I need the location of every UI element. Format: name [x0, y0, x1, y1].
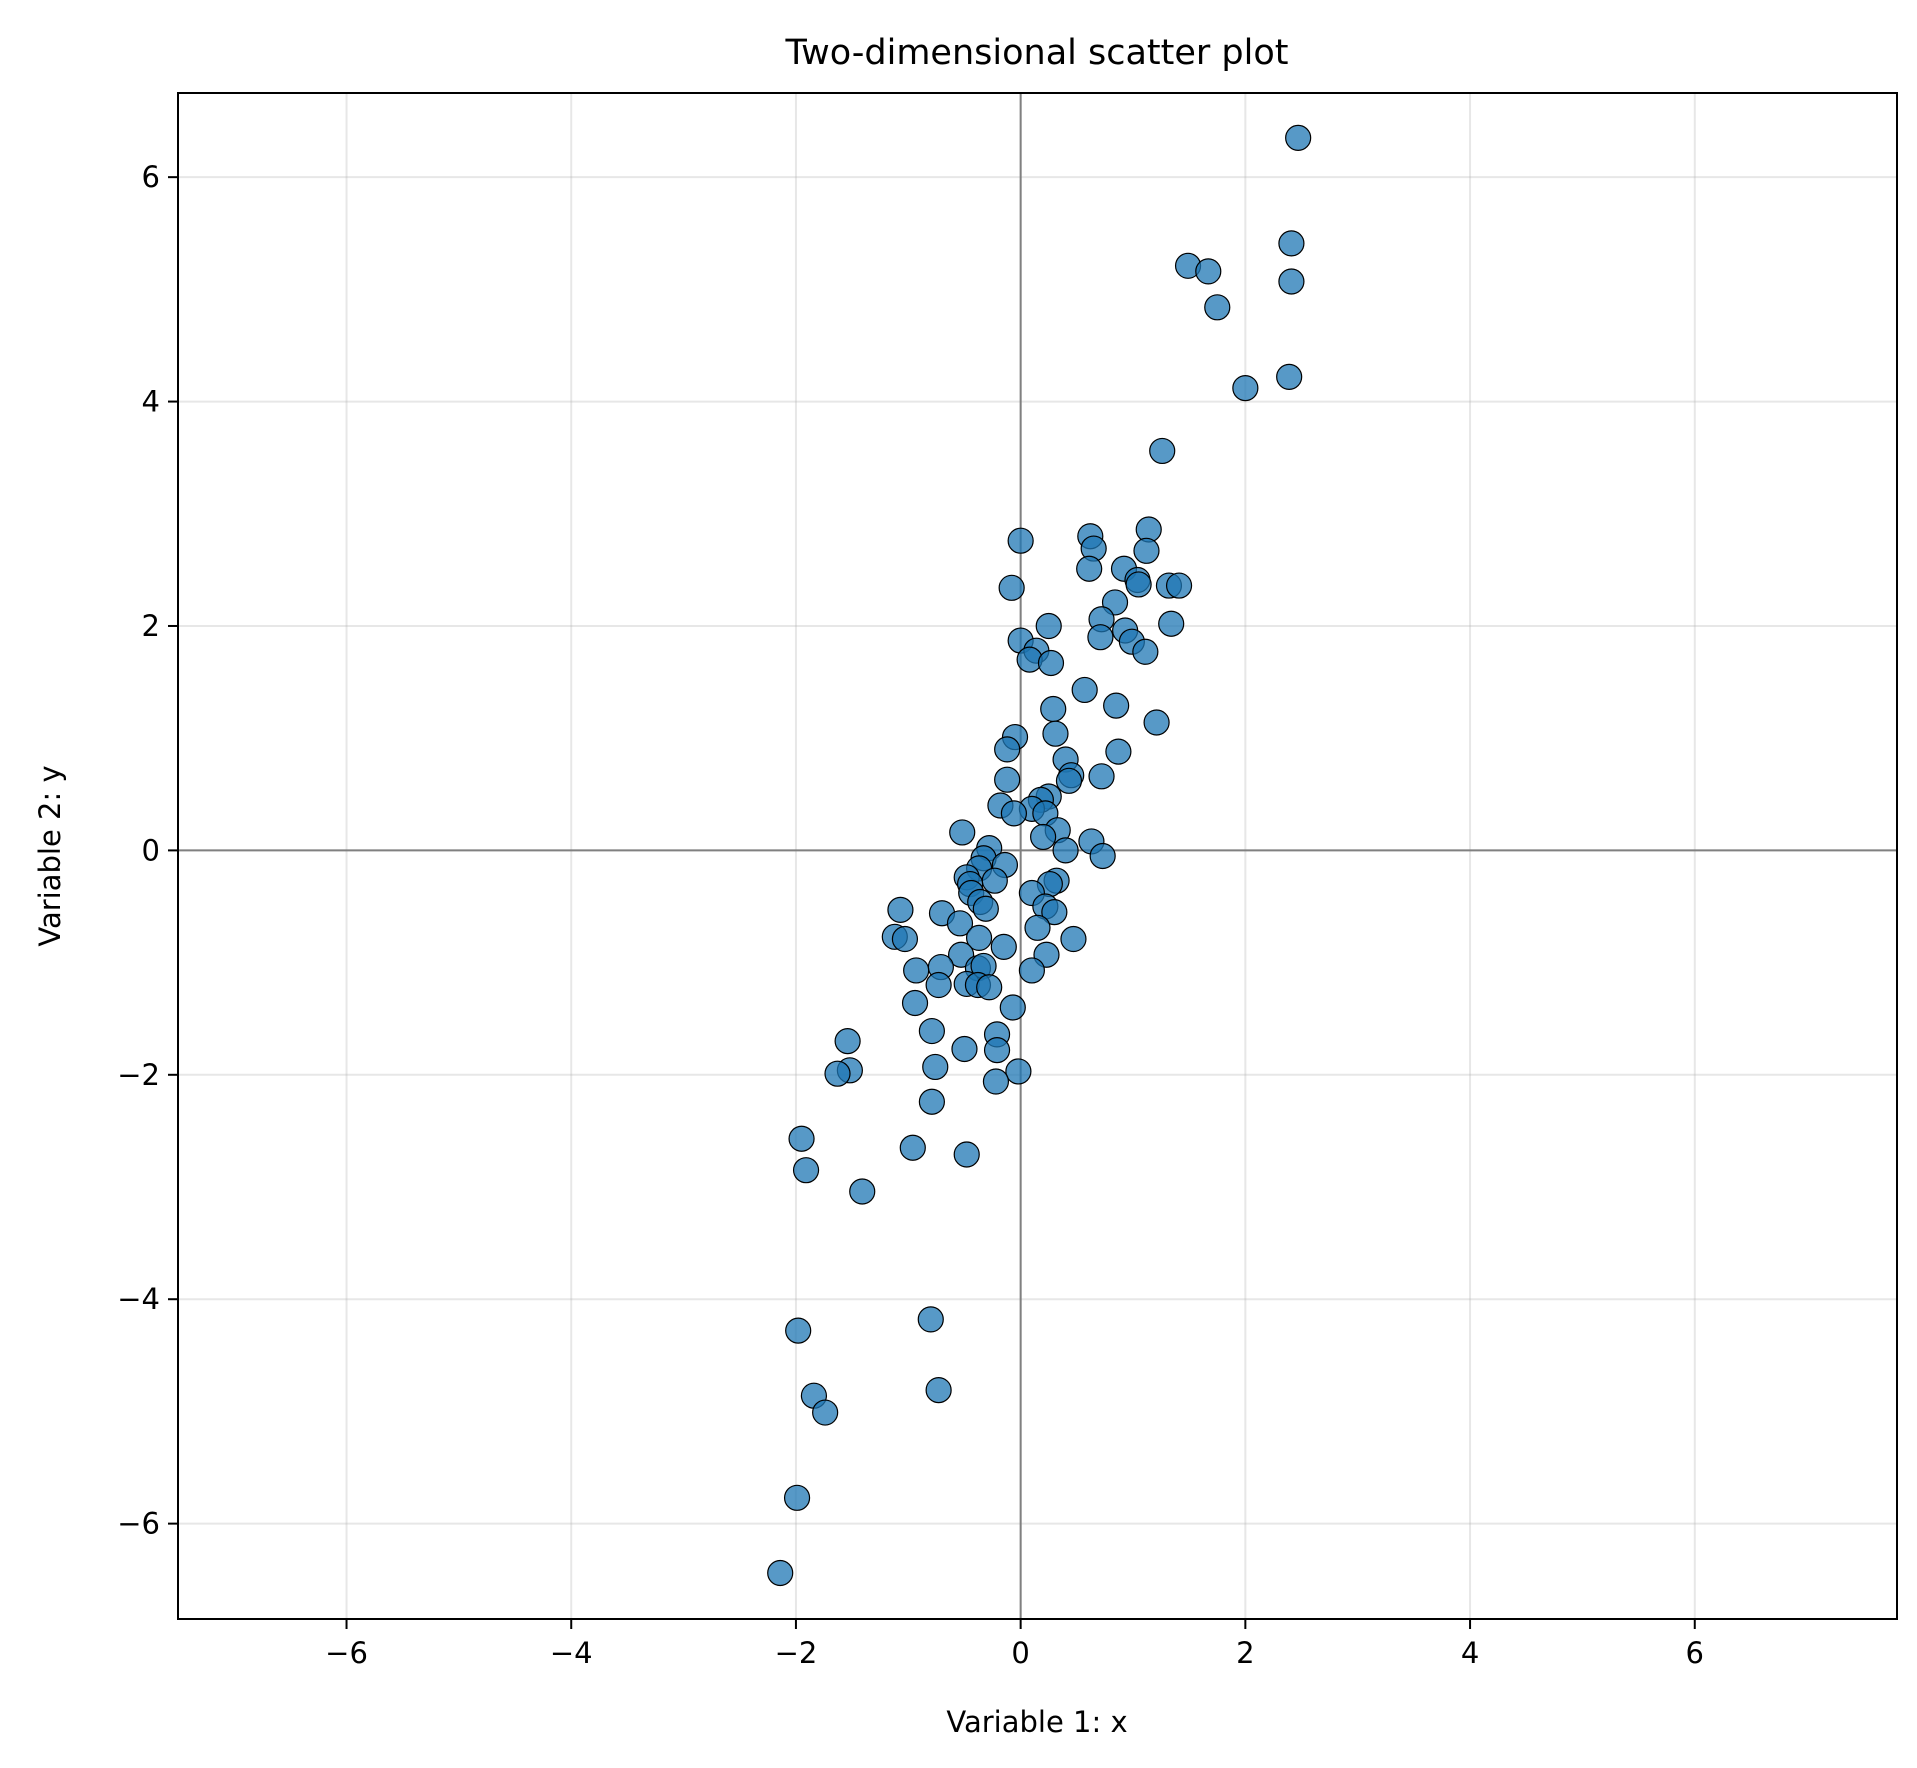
scatter-point: [1232, 375, 1259, 402]
scatter-point: [1125, 571, 1152, 598]
scatter-point: [824, 1060, 851, 1087]
scatter-point: [901, 989, 929, 1017]
y-axis-label: Variable 2: y: [33, 765, 67, 946]
scatter-point: [792, 1157, 820, 1184]
scatter-point: [1149, 437, 1176, 465]
reference-lines: [178, 93, 1897, 1619]
scatter-point: [1087, 624, 1114, 651]
scatter-point: [1040, 695, 1067, 723]
scatter-point: [999, 994, 1026, 1021]
scatter-point: [1089, 842, 1116, 870]
y-tick-label: 2: [142, 609, 160, 643]
scatter-point: [1132, 638, 1159, 665]
scatter-point: [1055, 767, 1083, 794]
x-axis-ticks: −6 −4 −2 0 2 4 6: [325, 1619, 1704, 1670]
y-axis-ticks: −6 −4 −2 0 2 4 6: [117, 160, 178, 1541]
data-points: [767, 124, 1312, 1587]
scatter-point: [1024, 914, 1051, 941]
scatter-point: [949, 819, 976, 846]
scatter-point: [983, 1037, 1011, 1064]
scatter-point: [1052, 837, 1079, 864]
scatter-point: [1088, 763, 1115, 790]
scatter-point: [1076, 555, 1103, 582]
scatter-point: [1060, 925, 1087, 953]
scatter-point: [994, 766, 1021, 793]
scatter-point: [1105, 738, 1132, 765]
x-tick-label: 2: [1236, 1636, 1254, 1670]
scatter-point: [976, 974, 1003, 1001]
scatter-point: [1000, 800, 1028, 827]
scatter-point: [982, 1068, 1010, 1095]
scatter-point: [1018, 957, 1045, 984]
scatter-point: [1195, 258, 1222, 285]
y-tick-label: −6: [117, 1507, 160, 1541]
scatter-point: [903, 957, 930, 984]
scatter-point: [1037, 649, 1065, 677]
scatter-point: [1041, 899, 1068, 926]
scatter-point: [925, 1376, 952, 1404]
scatter-point: [1007, 527, 1034, 554]
scatter-point: [1071, 676, 1098, 704]
scatter-point: [849, 1178, 876, 1205]
scatter-point: [1035, 612, 1062, 640]
scatter-point: [891, 925, 919, 953]
y-tick-label: 0: [142, 833, 160, 867]
scatter-point: [1165, 572, 1193, 599]
y-tick-label: −2: [117, 1058, 160, 1092]
scatter-point: [767, 1559, 794, 1587]
scatter-point: [785, 1317, 812, 1344]
scatter-point: [1276, 363, 1303, 390]
scatter-point: [1278, 230, 1305, 257]
y-tick-label: 4: [142, 385, 160, 419]
scatter-point: [994, 736, 1021, 763]
scatter-point: [783, 1484, 811, 1511]
x-tick-label: 6: [1686, 1636, 1704, 1670]
x-tick-label: 4: [1461, 1636, 1479, 1670]
scatter-point: [917, 1306, 944, 1333]
x-tick-label: −6: [325, 1636, 368, 1670]
scatter-point: [1278, 268, 1305, 295]
chart-title: Two-dimensional scatter plot: [784, 33, 1288, 73]
scatter-point: [1204, 294, 1231, 321]
scatter-point: [981, 867, 1008, 894]
scatter-point: [1285, 124, 1312, 151]
scatter-point: [1005, 1058, 1032, 1085]
scatter-point: [925, 971, 952, 999]
scatter-point: [998, 574, 1025, 601]
scatter-point: [899, 1134, 926, 1161]
scatter-point: [918, 1017, 945, 1045]
scatter-point: [951, 1035, 978, 1063]
scatter-point: [1143, 709, 1170, 736]
x-tick-label: −2: [775, 1636, 818, 1670]
scatter-point: [965, 924, 993, 952]
scatter-point: [922, 1053, 949, 1081]
y-tick-label: −4: [117, 1282, 160, 1316]
scatter-point: [834, 1028, 861, 1055]
scatter-point: [972, 895, 999, 922]
scatter-point: [1030, 823, 1057, 851]
y-tick-label: 6: [142, 160, 160, 194]
scatter-point: [1042, 720, 1069, 747]
scatter-point: [918, 1088, 945, 1115]
scatter-point: [946, 910, 974, 937]
plot-area-frame: [177, 92, 1898, 1620]
x-axis-label: Variable 1: x: [946, 1705, 1127, 1739]
scatter-point: [953, 1141, 980, 1168]
scatter-point: [788, 1125, 815, 1152]
x-tick-label: 0: [1011, 1636, 1029, 1670]
scatter-point: [1103, 692, 1130, 719]
scatter-point: [1133, 537, 1160, 564]
scatter-point: [990, 933, 1017, 960]
scatter-point: [887, 896, 914, 923]
scatter-point: [1158, 610, 1185, 637]
x-tick-label: −4: [550, 1636, 593, 1670]
scatter-point: [812, 1399, 839, 1426]
